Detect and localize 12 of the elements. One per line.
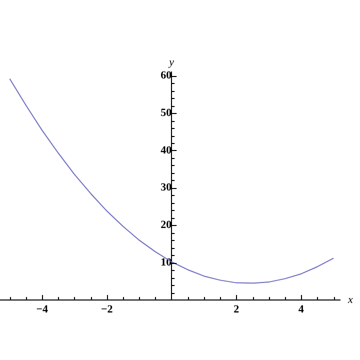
y-tick-label: 10 (160, 256, 172, 268)
y-tick-label: 40 (160, 144, 172, 156)
y-tick-label: 60 (160, 70, 172, 82)
y-axis-title: y (168, 56, 174, 68)
x-tick-label: 4 (298, 303, 304, 316)
x-axis-title: x (347, 294, 353, 306)
x-tick-label: −4 (36, 303, 48, 316)
y-tick-label: 30 (160, 182, 172, 194)
x-tick-label: 2 (234, 303, 240, 316)
y-tick-label: 20 (160, 219, 172, 232)
y-tick-label: 50 (160, 106, 172, 119)
x-tick-label: −2 (100, 303, 114, 316)
